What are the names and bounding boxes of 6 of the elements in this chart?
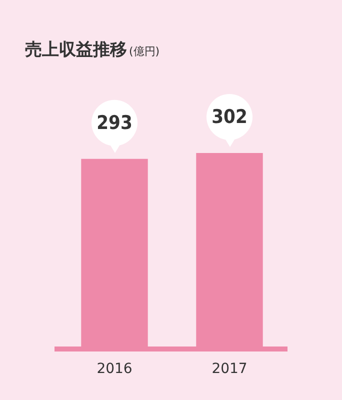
x-tick-label: 2016 <box>96 361 132 378</box>
chart-subtitle: (億円) <box>129 45 160 58</box>
chart-title: 売上収益推移 <box>25 40 127 60</box>
data-label: 302 <box>212 106 248 128</box>
data-label: 293 <box>96 112 132 134</box>
x-tick-label: 2017 <box>212 361 248 378</box>
